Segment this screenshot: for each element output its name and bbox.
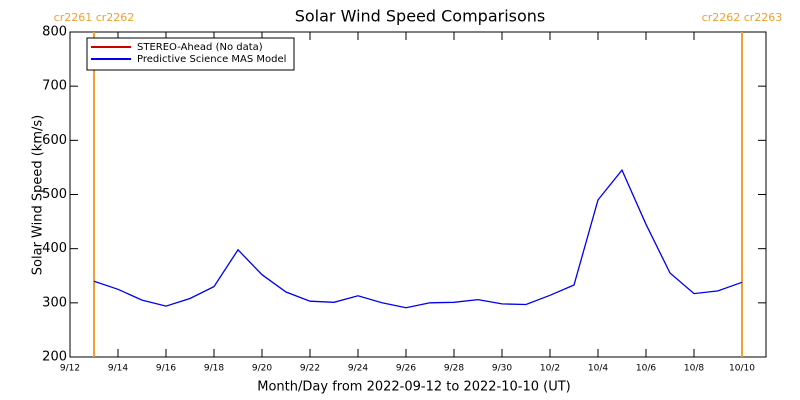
y-tick-label: 300 — [42, 295, 67, 310]
x-tick-label: 9/14 — [108, 364, 128, 374]
y-tick-label: 200 — [42, 350, 67, 365]
legend-label: Predictive Science MAS Model — [137, 54, 286, 65]
legend-label: STEREO-Ahead (No data) — [137, 42, 263, 53]
y-tick-label: 400 — [42, 241, 67, 256]
plot-frame — [69, 31, 767, 358]
x-tick-label: 9/16 — [156, 364, 176, 374]
data-line — [93, 168, 743, 309]
chart-title: Solar Wind Speed Comparisons — [295, 7, 546, 26]
x-tick-label: 9/22 — [300, 364, 320, 374]
x-tick-label: 10/10 — [729, 364, 755, 374]
legend-box — [86, 37, 295, 71]
x-tick-label: 9/20 — [252, 364, 272, 374]
x-tick-label: 10/4 — [588, 364, 608, 374]
y-axis-title: Solar Wind Speed (km/s) — [31, 115, 46, 275]
x-tick-label: 10/8 — [684, 364, 704, 374]
x-tick-label: 9/18 — [204, 364, 224, 374]
y-tick-label: 800 — [42, 25, 67, 40]
y-tick-label: 600 — [42, 133, 67, 148]
x-tick-label: 9/30 — [492, 364, 512, 374]
annotation-label: cr2261 cr2262 — [54, 11, 135, 24]
x-tick-label: 9/26 — [396, 364, 416, 374]
y-tick-label: 700 — [42, 79, 67, 94]
annotation-label: cr2262 cr2263 — [702, 11, 783, 24]
x-tick-label: 10/2 — [540, 364, 560, 374]
x-tick-label: 9/12 — [60, 364, 80, 374]
x-tick-label: 9/28 — [444, 364, 464, 374]
x-tick-label: 10/6 — [636, 364, 656, 374]
x-tick-label: 9/24 — [348, 364, 368, 374]
y-tick-label: 500 — [42, 187, 67, 202]
x-axis-title: Month/Day from 2022-09-12 to 2022-10-10 … — [257, 380, 570, 395]
